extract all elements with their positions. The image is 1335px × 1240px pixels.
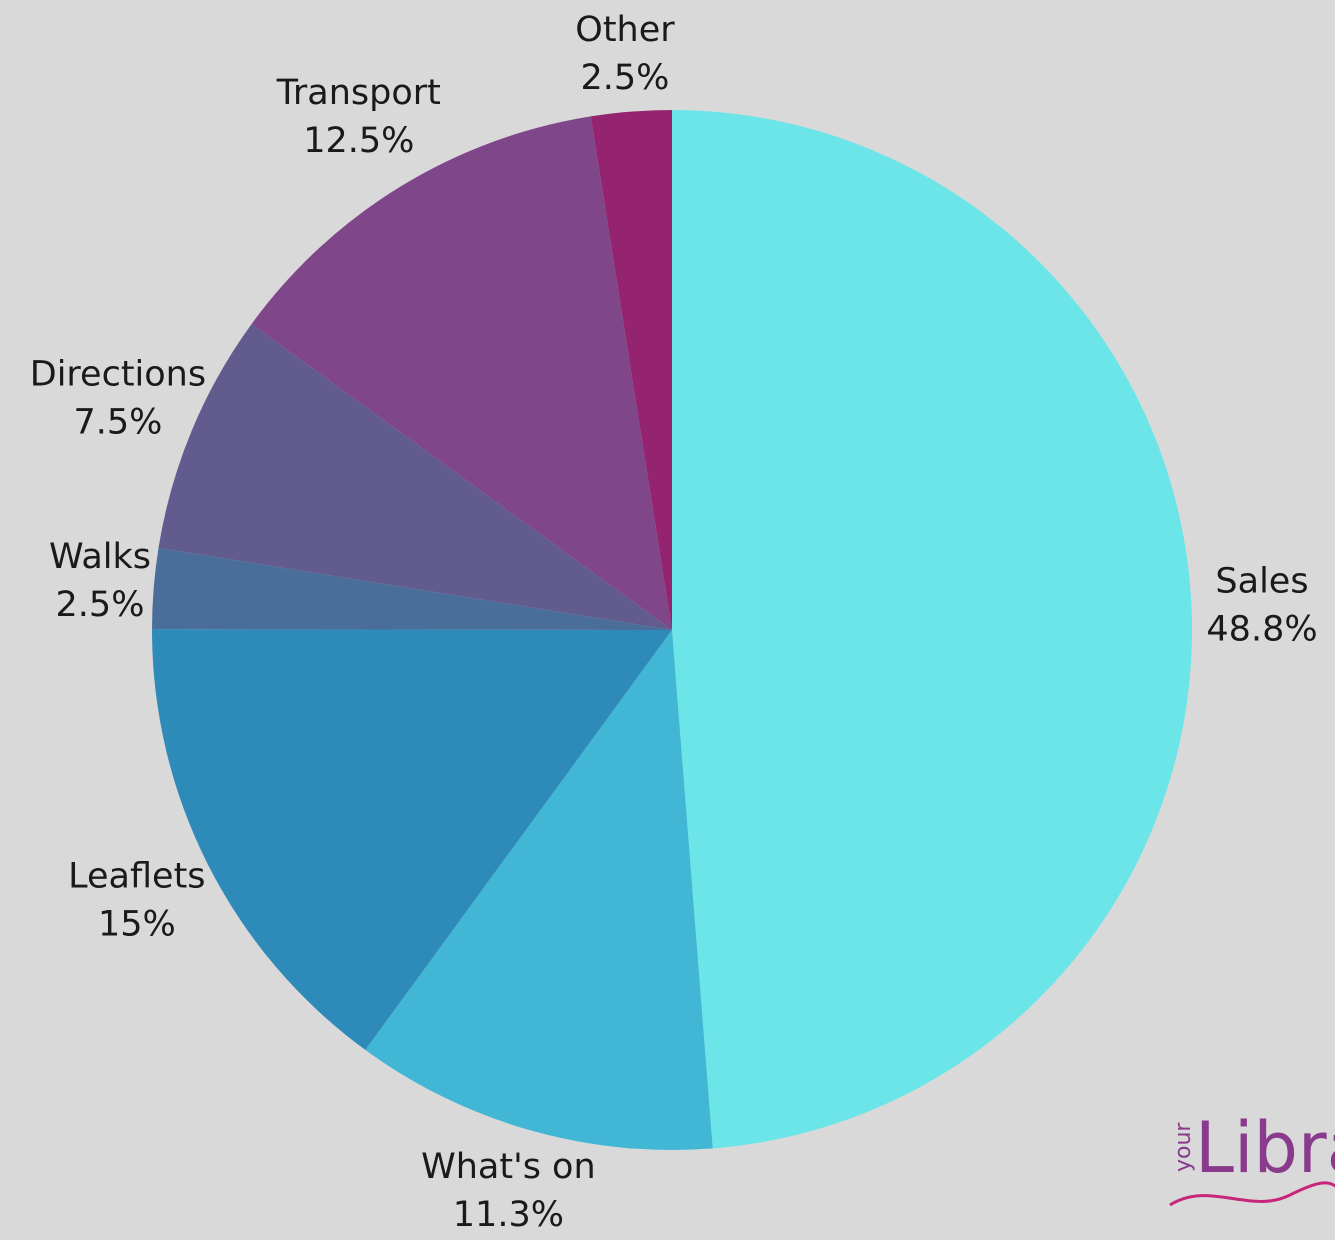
- pie: [151, 110, 1193, 1150]
- slice-label: Transport: [276, 73, 441, 113]
- slice-value-label: 7.5%: [73, 403, 162, 443]
- slice-value-label: 12.5%: [303, 121, 414, 161]
- slice-label: Other: [575, 10, 675, 50]
- slice-value-label: 15%: [98, 904, 176, 944]
- slice-label: Leaflets: [68, 856, 205, 896]
- pie-slice: [672, 110, 1193, 1149]
- slice-label: Sales: [1215, 561, 1308, 601]
- slice-label: Directions: [30, 355, 206, 395]
- slice-value-label: 2.5%: [56, 585, 145, 625]
- pie-slice: [152, 547, 673, 630]
- logo-main: Libra: [1195, 1107, 1335, 1189]
- pie-slice: [365, 630, 713, 1150]
- slice-label: What's on: [421, 1147, 596, 1187]
- logo-wave: [1169, 1181, 1335, 1207]
- slice-value-label: 11.3%: [453, 1195, 564, 1235]
- pie-slice: [590, 110, 672, 630]
- pie-slice: [251, 116, 672, 631]
- logo: your Libra: [1169, 1107, 1335, 1207]
- slice-value-label: 48.8%: [1206, 609, 1317, 649]
- pie-slice: [158, 323, 672, 630]
- slice-label: Walks: [49, 537, 151, 577]
- pie-slice: [151, 629, 672, 1050]
- slice-value-label: 2.5%: [581, 58, 670, 98]
- logo-small: your: [1171, 1122, 1196, 1172]
